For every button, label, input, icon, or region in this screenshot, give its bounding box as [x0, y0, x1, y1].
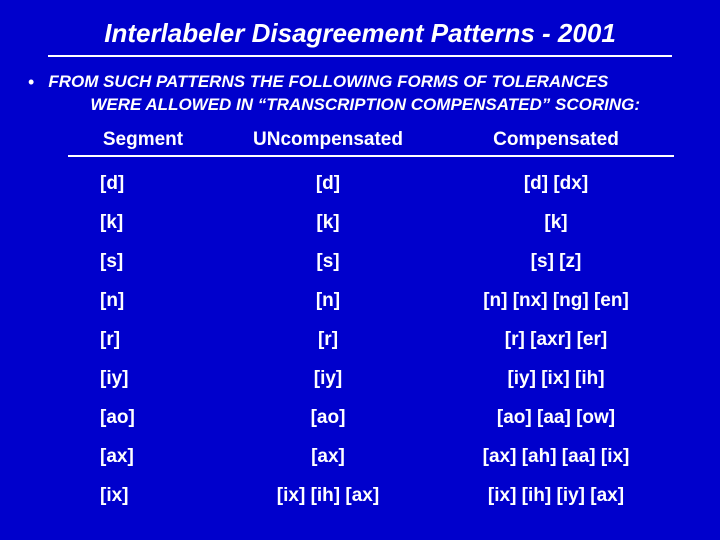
table-cell: [iy] [ix] [ih]: [438, 368, 674, 390]
table-cell: [ax]: [218, 446, 438, 468]
table-row: [k][k][k]: [68, 204, 674, 243]
table-row: [s][s][s] [z]: [68, 243, 674, 282]
col-header-segment: Segment: [68, 129, 218, 151]
table-row: [n][n][n] [nx] [ng] [en]: [68, 282, 674, 321]
col-header-uncompensated: UNcompensated: [218, 129, 438, 151]
table-body: [d][d][d] [dx][k][k][k][s][s][s] [z][n][…: [68, 165, 674, 516]
table-cell: [r] [axr] [er]: [438, 329, 674, 351]
bullet-marker: •: [28, 71, 34, 94]
table-header-row: Segment UNcompensated Compensated: [68, 129, 674, 157]
table-cell: [d] [dx]: [438, 173, 674, 195]
table-cell: [ix]: [68, 485, 218, 507]
table-cell: [d]: [218, 173, 438, 195]
table-cell: [s] [z]: [438, 251, 674, 273]
table-row: [ao][ao][ao] [aa] [ow]: [68, 399, 674, 438]
bullet-line-1: FROM SUCH PATTERNS THE FOLLOWING FORMS O…: [48, 72, 608, 91]
table-cell: [r]: [218, 329, 438, 351]
table-cell: [k]: [68, 212, 218, 234]
table-cell: [iy]: [218, 368, 438, 390]
table-cell: [ao]: [68, 407, 218, 429]
table-cell: [r]: [68, 329, 218, 351]
table-row: [r][r][r] [axr] [er]: [68, 321, 674, 360]
col-header-compensated: Compensated: [438, 129, 674, 151]
bullet-line-2: WERE ALLOWED IN “TRANSCRIPTION COMPENSAT…: [48, 94, 640, 117]
table-cell: [n]: [68, 290, 218, 312]
table-cell: [ix] [ih] [iy] [ax]: [438, 485, 674, 507]
table-cell: [n]: [218, 290, 438, 312]
table-cell: [ao]: [218, 407, 438, 429]
table-cell: [ax] [ah] [aa] [ix]: [438, 446, 674, 468]
table-row: [d][d][d] [dx]: [68, 165, 674, 204]
table-cell: [ao] [aa] [ow]: [438, 407, 674, 429]
table-cell: [k]: [218, 212, 438, 234]
table-cell: [k]: [438, 212, 674, 234]
table-cell: [s]: [68, 251, 218, 273]
bullet-text: FROM SUCH PATTERNS THE FOLLOWING FORMS O…: [48, 71, 640, 117]
table-cell: [ix] [ih] [ax]: [218, 485, 438, 507]
table-cell: [iy]: [68, 368, 218, 390]
table-row: [iy][iy][iy] [ix] [ih]: [68, 360, 674, 399]
table-row: [ax][ax][ax] [ah] [aa] [ix]: [68, 438, 674, 477]
bullet-block: • FROM SUCH PATTERNS THE FOLLOWING FORMS…: [28, 71, 692, 117]
table-row: [ix][ix] [ih] [ax][ix] [ih] [iy] [ax]: [68, 477, 674, 516]
table-cell: [s]: [218, 251, 438, 273]
table-cell: [d]: [68, 173, 218, 195]
table-cell: [n] [nx] [ng] [en]: [438, 290, 674, 312]
slide-title: Interlabeler Disagreement Patterns - 200…: [48, 18, 672, 57]
table-cell: [ax]: [68, 446, 218, 468]
